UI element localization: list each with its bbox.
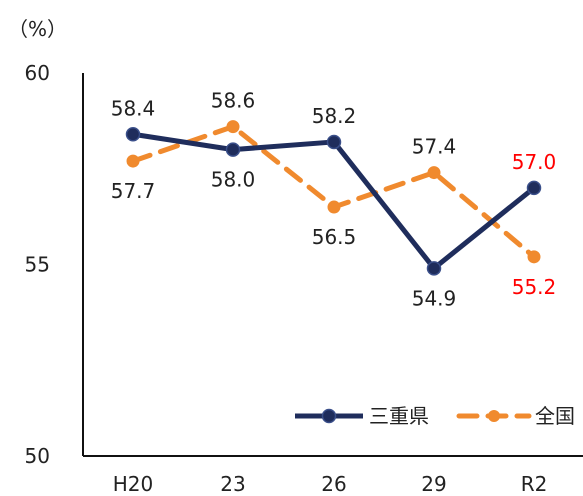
data-label: 58.0 bbox=[211, 168, 256, 192]
legend-item-mie: 三重県 bbox=[295, 404, 429, 428]
data-label: 56.5 bbox=[312, 225, 357, 249]
data-point bbox=[326, 134, 342, 150]
data-label-layer: 58.4 58.0 58.2 54.9 57.0 57.7 58.6 56.5 57.4 55.2 bbox=[111, 89, 557, 311]
x-tick-label: 26 bbox=[321, 472, 346, 496]
legend-marker bbox=[321, 408, 337, 424]
data-label: 55.2 bbox=[512, 275, 557, 299]
data-point bbox=[327, 200, 341, 214]
data-label: 54.9 bbox=[412, 286, 457, 310]
y-tick-label: 55 bbox=[25, 253, 50, 277]
y-tick-label: 60 bbox=[25, 61, 50, 85]
y-tick-labels: 50 55 60 bbox=[25, 61, 50, 468]
data-label: 58.6 bbox=[211, 89, 256, 113]
data-point bbox=[427, 166, 441, 180]
legend-label: 全国 bbox=[535, 404, 575, 428]
y-unit-label: （%） bbox=[8, 17, 67, 41]
x-tick-label: 29 bbox=[421, 472, 446, 496]
legend-label: 三重県 bbox=[369, 404, 429, 428]
series-layer bbox=[125, 120, 542, 276]
data-point bbox=[526, 180, 542, 196]
legend: 三重県 全国 bbox=[295, 404, 575, 428]
data-label: 57.0 bbox=[512, 150, 557, 174]
x-tick-label: H20 bbox=[113, 472, 154, 496]
x-tick-label: R2 bbox=[521, 472, 548, 496]
x-tick-labels: H20 23 26 29 R2 bbox=[113, 472, 548, 496]
legend-marker bbox=[488, 410, 500, 422]
series-national bbox=[126, 120, 541, 264]
data-point bbox=[426, 261, 442, 276]
series-mie bbox=[125, 127, 542, 276]
data-point bbox=[527, 250, 541, 264]
data-point bbox=[225, 142, 241, 157]
data-label: 57.7 bbox=[111, 179, 156, 203]
data-point bbox=[226, 120, 240, 134]
data-point bbox=[126, 154, 140, 168]
data-label: 58.2 bbox=[312, 104, 357, 128]
y-tick-label: 50 bbox=[25, 444, 50, 468]
data-label: 58.4 bbox=[111, 96, 156, 120]
x-tick-label: 23 bbox=[220, 472, 245, 496]
data-point bbox=[125, 127, 141, 142]
legend-item-national: 全国 bbox=[456, 404, 575, 428]
data-label: 57.4 bbox=[412, 135, 457, 159]
